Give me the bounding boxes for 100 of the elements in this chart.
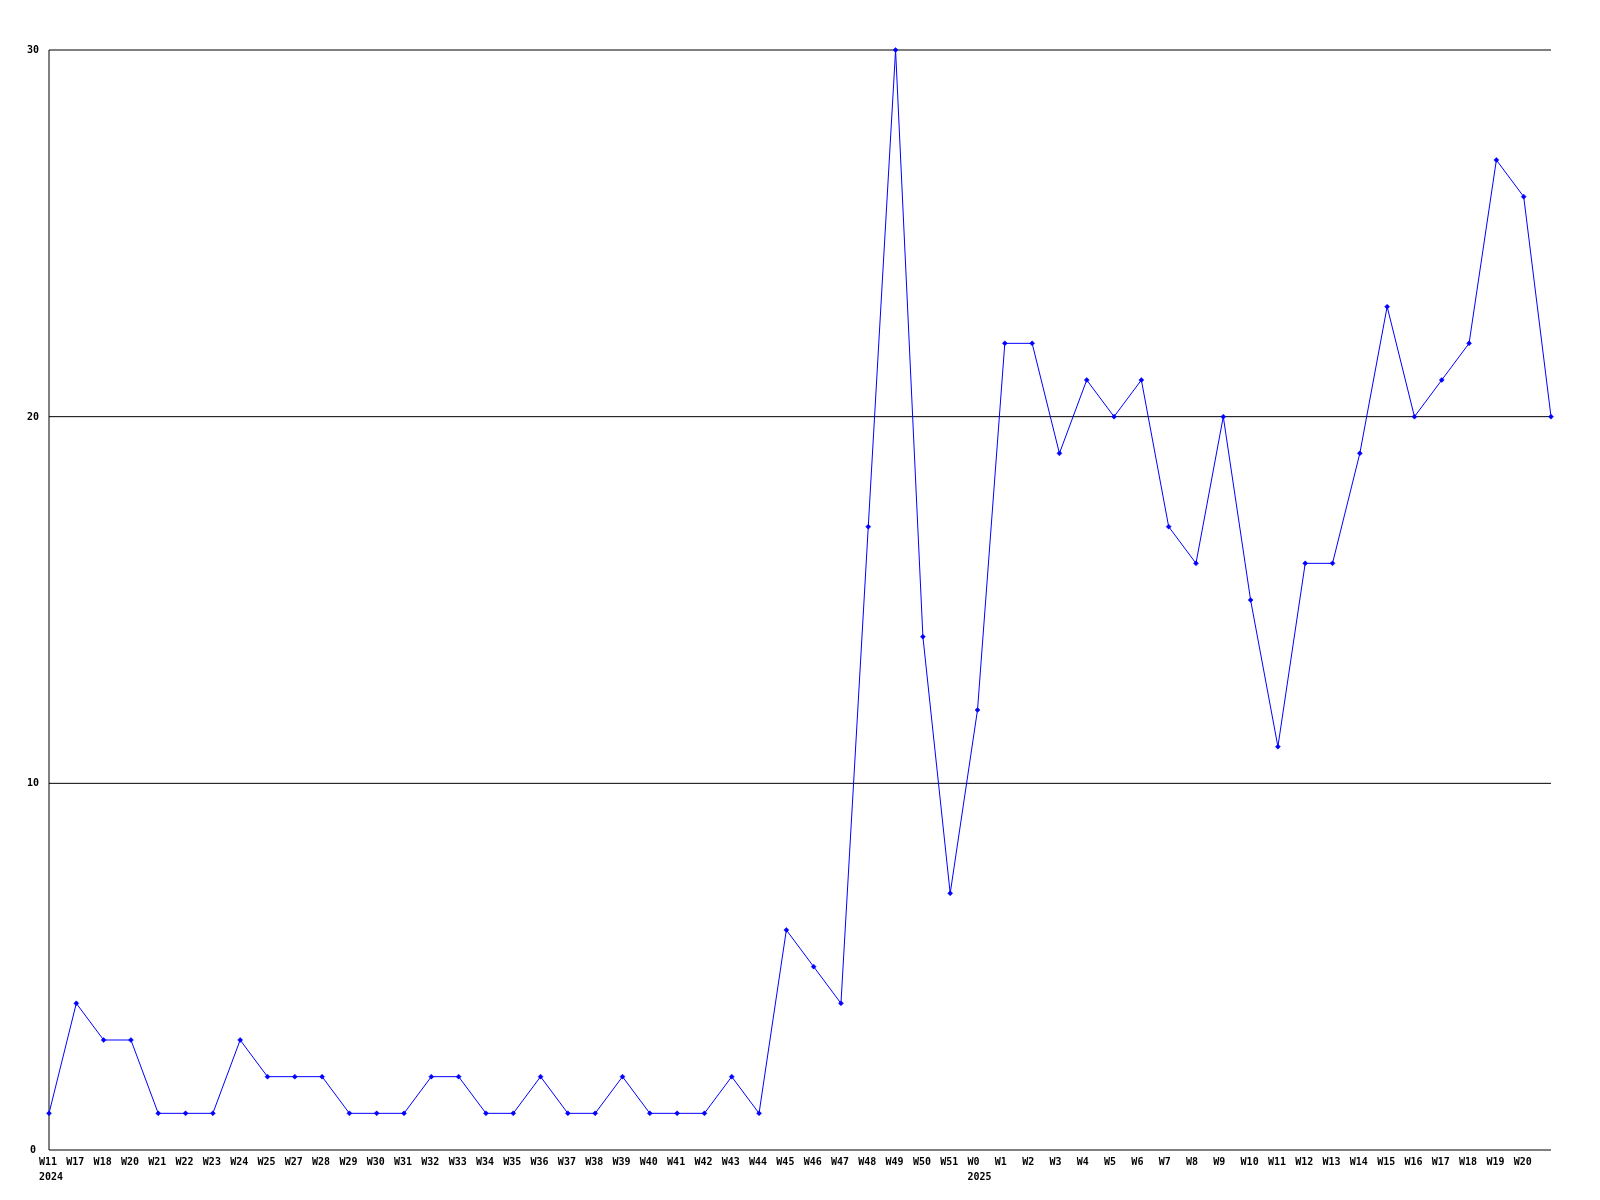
point — [1302, 560, 1308, 567]
x-tick-label: W18 — [93, 1156, 112, 1167]
point — [1193, 560, 1199, 567]
point — [1247, 597, 1254, 603]
x-tick-label: W20 — [120, 1156, 139, 1167]
x-tick-label: W5 — [1104, 1156, 1117, 1167]
y-tick-label: 20 — [26, 410, 40, 422]
point — [46, 1110, 52, 1117]
point — [1466, 340, 1472, 347]
point — [537, 1073, 544, 1080]
x-tick-label: W30 — [366, 1156, 385, 1167]
x-tick-label: W46 — [803, 1156, 822, 1167]
point — [100, 1037, 107, 1043]
x-tick-label: W37 — [557, 1156, 576, 1167]
x-tick-label: W38 — [585, 1156, 604, 1167]
point — [428, 1073, 435, 1080]
point — [892, 47, 899, 53]
point — [865, 523, 872, 530]
x-tick-label: W0 2025 — [967, 1156, 992, 1182]
point — [510, 1110, 516, 1117]
x-tick-label: W27 — [284, 1156, 303, 1167]
point — [920, 633, 926, 640]
x-tick-label: W12 — [1295, 1156, 1314, 1167]
x-tick-label: W43 — [721, 1156, 740, 1167]
point — [1384, 303, 1390, 310]
x-tick-label: W34 — [475, 1156, 495, 1167]
point — [1002, 340, 1008, 347]
x-tick-label: W25 — [257, 1156, 276, 1167]
point — [455, 1073, 462, 1080]
x-tick-label: W44 — [749, 1156, 768, 1167]
point — [565, 1110, 571, 1117]
point — [73, 1000, 80, 1007]
x-tick-label: W19 — [1486, 1156, 1505, 1167]
x-tick-label: W42 — [694, 1156, 713, 1167]
point — [483, 1110, 489, 1117]
point — [264, 1073, 271, 1080]
x-tick-label: W29 — [339, 1156, 358, 1167]
point — [1275, 743, 1281, 750]
x-tick-label: W48 — [858, 1156, 877, 1167]
x-tick-label: W13 — [1322, 1156, 1341, 1167]
point — [1165, 523, 1172, 530]
point — [1111, 413, 1117, 420]
y-tick-label: 0 — [29, 1144, 37, 1155]
x-tick-label: W23 — [202, 1156, 221, 1167]
x-tick-label: W2 — [1022, 1156, 1035, 1167]
x-tick-label: W6 — [1131, 1156, 1144, 1167]
x-tick-label: W10 — [1240, 1156, 1259, 1167]
point — [1329, 560, 1336, 567]
x-tick-label: W1 — [994, 1156, 1007, 1167]
x-tick-label: W40 — [639, 1156, 658, 1167]
point — [1493, 157, 1500, 163]
x-tick-label: W24 — [230, 1156, 249, 1167]
point — [756, 1110, 762, 1117]
x-tick-label: W47 — [830, 1156, 850, 1167]
y-tick-label: 30 — [26, 44, 40, 55]
point — [182, 1110, 189, 1117]
x-tick-label: W49 — [885, 1156, 904, 1167]
point — [619, 1073, 626, 1080]
point — [1520, 193, 1527, 200]
x-tick-label: W11 2024 — [39, 1156, 64, 1182]
x-tick-label: W36 — [530, 1156, 549, 1167]
point — [155, 1110, 161, 1117]
point — [728, 1073, 735, 1080]
point — [1357, 450, 1363, 457]
x-tick-label: W21 — [148, 1156, 167, 1167]
x-tick-label: W32 — [421, 1156, 440, 1167]
x-tick-label: W7 — [1158, 1156, 1171, 1167]
point — [292, 1073, 298, 1080]
x-tick-label: W9 — [1213, 1156, 1226, 1167]
x-tick-label: W11 — [1267, 1156, 1286, 1167]
x-tick-label: W45 — [776, 1156, 795, 1167]
point — [373, 1110, 380, 1117]
point — [128, 1037, 134, 1043]
point — [346, 1110, 353, 1117]
y-tick-label: 10 — [26, 777, 40, 789]
point — [1084, 377, 1090, 383]
point — [592, 1110, 598, 1117]
x-tick-label: W14 — [1349, 1156, 1368, 1167]
point — [237, 1037, 243, 1043]
point — [319, 1073, 325, 1080]
x-tick-label: W35 — [503, 1156, 522, 1167]
point — [1029, 340, 1035, 347]
x-tick-label: W28 — [312, 1156, 331, 1167]
point — [810, 963, 817, 970]
x-tick-label: W4 — [1076, 1156, 1089, 1167]
point — [401, 1110, 407, 1117]
point — [1220, 413, 1227, 420]
x-tick-label: W16 — [1404, 1156, 1423, 1167]
x-tick-label: W51 — [940, 1156, 959, 1167]
x-tick-label: W17 — [1431, 1156, 1450, 1167]
point — [1056, 450, 1063, 457]
point — [701, 1110, 708, 1117]
point — [974, 707, 981, 713]
point — [1439, 377, 1445, 383]
x-tick-label: W17 — [66, 1156, 85, 1167]
x-tick-label: W18 — [1459, 1156, 1478, 1167]
point — [783, 927, 790, 933]
x-tick-label: W15 — [1377, 1156, 1396, 1167]
x-tick-label: W33 — [448, 1156, 467, 1167]
x-tick-label: W22 — [175, 1156, 194, 1167]
